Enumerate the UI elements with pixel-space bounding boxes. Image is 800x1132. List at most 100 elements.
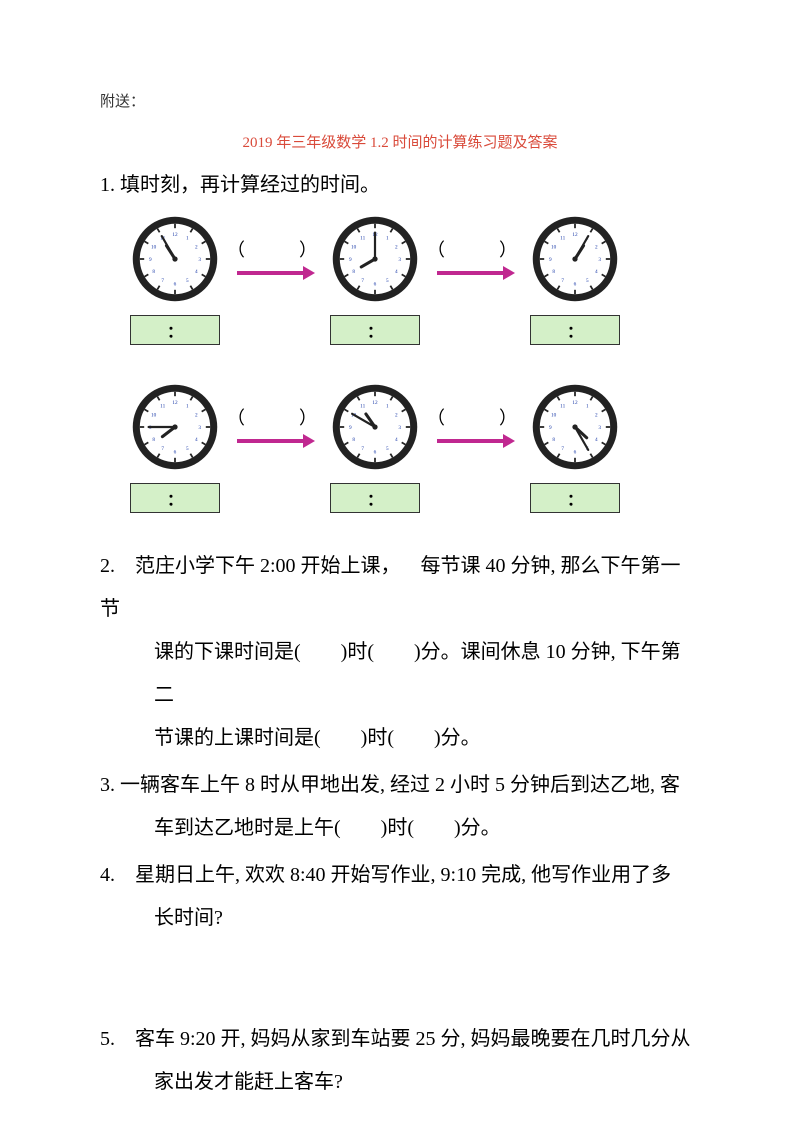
- svg-text:7: 7: [161, 446, 164, 452]
- question-3: 3. 一辆客车上午 8 时从甲地出发, 经过 2 小时 5 分钟后到达乙地, 客…: [100, 764, 700, 850]
- svg-text:3: 3: [198, 425, 201, 431]
- svg-text:4: 4: [395, 269, 398, 275]
- svg-text:1: 1: [386, 403, 389, 409]
- svg-text:6: 6: [574, 281, 577, 287]
- svg-text:2: 2: [395, 244, 398, 250]
- paren-label: （ ）: [427, 236, 523, 262]
- svg-text:6: 6: [574, 449, 577, 455]
- svg-text:8: 8: [552, 437, 555, 443]
- svg-text:7: 7: [361, 446, 364, 452]
- clock-row-1: 123456789101112 ： （ ） 123456789101112 ： …: [130, 215, 700, 345]
- svg-text:5: 5: [186, 278, 189, 284]
- svg-text:5: 5: [386, 446, 389, 452]
- svg-text:10: 10: [351, 244, 357, 250]
- svg-text:8: 8: [152, 437, 155, 443]
- q2-line2: 课的下课时间是( )时( )分。课间休息 10 分钟, 下午第二: [100, 631, 700, 717]
- clock-icon: 123456789101112: [131, 215, 219, 303]
- clock-group: 123456789101112 ：: [530, 383, 620, 513]
- svg-text:2: 2: [195, 412, 198, 418]
- svg-text:2: 2: [395, 412, 398, 418]
- paren-label: （ ）: [227, 236, 323, 262]
- svg-text:1: 1: [586, 403, 589, 409]
- svg-text:4: 4: [595, 437, 598, 443]
- q5-line2: 家出发才能赶上客车?: [100, 1061, 700, 1104]
- arrow-icon: [435, 432, 515, 450]
- arrow-cell: （ ）: [220, 236, 330, 324]
- arrow-cell: （ ）: [220, 404, 330, 492]
- time-box: ：: [330, 315, 420, 345]
- svg-text:2: 2: [595, 244, 598, 250]
- paren-label: （ ）: [227, 404, 323, 430]
- arrow-icon: [235, 432, 315, 450]
- svg-text:9: 9: [349, 257, 352, 263]
- svg-text:1: 1: [386, 235, 389, 241]
- clock-row-2: 123456789101112 ： （ ） 123456789101112 ： …: [130, 383, 700, 513]
- clock-group: 123456789101112 ：: [330, 383, 420, 513]
- q3-line2: 车到达乙地时是上午( )时( )分。: [100, 807, 700, 850]
- svg-text:4: 4: [195, 269, 198, 275]
- header-label: 附送：: [100, 90, 700, 111]
- svg-text:4: 4: [195, 437, 198, 443]
- question-4: 4. 星期日上午, 欢欢 8:40 开始写作业, 9:10 完成, 他写作业用了…: [100, 854, 700, 940]
- doc-title: 2019 年三年级数学 1.2 时间的计算练习题及答案: [100, 131, 700, 152]
- q2-line1: 2. 范庄小学下午 2:00 开始上课， 每节课 40 分钟, 那么下午第一节: [100, 545, 700, 631]
- q5-line1: 5. 客车 9:20 开, 妈妈从家到车站要 25 分, 妈妈最晚要在几时几分从: [100, 1018, 700, 1061]
- arrow-icon: [435, 264, 515, 282]
- q4-line2: 长时间?: [100, 897, 700, 940]
- question-5: 5. 客车 9:20 开, 妈妈从家到车站要 25 分, 妈妈最晚要在几时几分从…: [100, 1018, 700, 1104]
- svg-text:7: 7: [561, 446, 564, 452]
- svg-text:9: 9: [149, 257, 152, 263]
- svg-text:10: 10: [151, 244, 157, 250]
- svg-text:11: 11: [560, 235, 565, 241]
- svg-text:6: 6: [374, 449, 377, 455]
- svg-text:1: 1: [186, 235, 189, 241]
- svg-text:12: 12: [172, 232, 178, 238]
- time-box: ：: [130, 483, 220, 513]
- svg-text:2: 2: [195, 244, 198, 250]
- arrow-cell: （ ）: [420, 404, 530, 492]
- svg-text:3: 3: [598, 257, 601, 263]
- svg-text:2: 2: [595, 412, 598, 418]
- svg-text:3: 3: [398, 257, 401, 263]
- clock-group: 123456789101112 ：: [130, 215, 220, 345]
- q2-line3: 节课的上课时间是( )时( )分。: [100, 717, 700, 760]
- arrow-cell: （ ）: [420, 236, 530, 324]
- clock-group: 123456789101112 ：: [130, 383, 220, 513]
- svg-text:6: 6: [174, 281, 177, 287]
- svg-text:12: 12: [172, 400, 178, 406]
- svg-text:10: 10: [551, 412, 557, 418]
- arrow-icon: [235, 264, 315, 282]
- clock-icon: 123456789101112: [531, 383, 619, 471]
- svg-text:4: 4: [395, 437, 398, 443]
- svg-text:3: 3: [598, 425, 601, 431]
- svg-text:9: 9: [349, 425, 352, 431]
- clock-icon: 123456789101112: [131, 383, 219, 471]
- svg-text:5: 5: [186, 446, 189, 452]
- svg-text:7: 7: [161, 278, 164, 284]
- svg-text:4: 4: [595, 269, 598, 275]
- svg-text:11: 11: [360, 403, 365, 409]
- svg-text:9: 9: [549, 425, 552, 431]
- clock-icon: 123456789101112: [331, 215, 419, 303]
- svg-text:11: 11: [160, 403, 165, 409]
- time-box: ：: [530, 315, 620, 345]
- svg-text:8: 8: [552, 269, 555, 275]
- svg-text:10: 10: [551, 244, 557, 250]
- paren-label: （ ）: [427, 404, 523, 430]
- clock-group: 123456789101112 ：: [530, 215, 620, 345]
- svg-text:9: 9: [549, 257, 552, 263]
- clock-group: 123456789101112 ：: [330, 215, 420, 345]
- svg-text:12: 12: [572, 232, 578, 238]
- svg-text:6: 6: [374, 281, 377, 287]
- svg-text:8: 8: [352, 269, 355, 275]
- svg-text:7: 7: [361, 278, 364, 284]
- clock-icon: 123456789101112: [331, 383, 419, 471]
- svg-text:10: 10: [151, 412, 157, 418]
- question-2: 2. 范庄小学下午 2:00 开始上课， 每节课 40 分钟, 那么下午第一节 …: [100, 545, 700, 760]
- svg-text:3: 3: [398, 425, 401, 431]
- time-box: ：: [330, 483, 420, 513]
- time-box: ：: [530, 483, 620, 513]
- svg-text:12: 12: [372, 400, 378, 406]
- svg-text:5: 5: [586, 278, 589, 284]
- svg-text:11: 11: [360, 235, 365, 241]
